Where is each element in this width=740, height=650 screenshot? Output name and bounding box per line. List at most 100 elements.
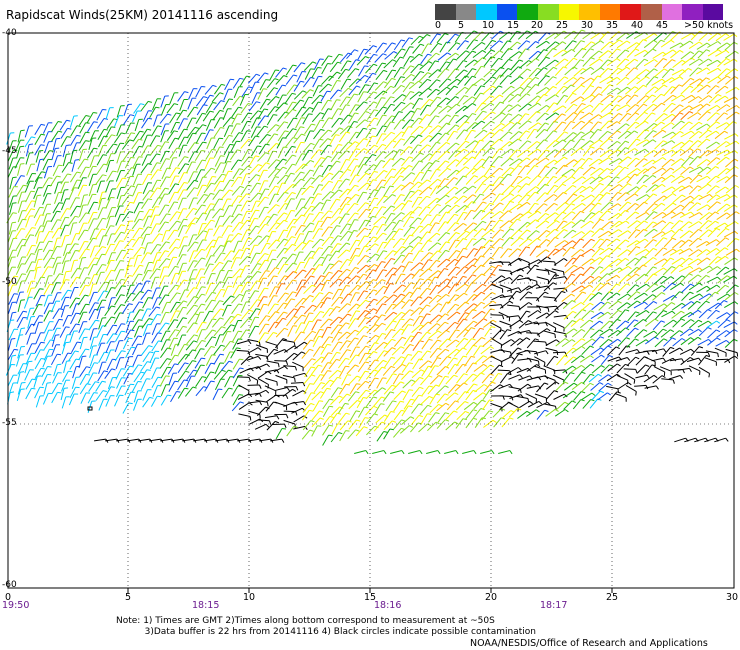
wind-barb: [329, 376, 338, 388]
wind-barb: [223, 144, 231, 156]
wind-barb: [179, 99, 185, 111]
wind-barb-flag: [563, 271, 565, 276]
wind-barb: [283, 173, 292, 184]
wind-barb: [69, 277, 77, 288]
wind-barb: [382, 96, 392, 107]
wind-barb-flag: [464, 95, 469, 98]
wind-barb-flag: [364, 245, 369, 248]
wind-barb: [186, 132, 194, 145]
wind-barb: [552, 374, 565, 381]
wind-barb: [546, 356, 555, 367]
wind-barb-flag: [266, 215, 271, 218]
wind-barb-flag: [563, 94, 568, 97]
wind-barb-flag: [447, 78, 452, 81]
wind-barb-flag: [319, 346, 325, 349]
wind-barb: [168, 192, 175, 204]
wind-barb: [375, 414, 385, 424]
wind-barb: [365, 135, 373, 147]
wind-barb: [357, 173, 367, 183]
wind-barb-flag: [300, 99, 305, 102]
wind-barb-flag: [373, 53, 378, 56]
wind-barb: [464, 356, 472, 367]
wind-barb-flag: [219, 92, 224, 95]
wind-barb-flag: [564, 131, 569, 134]
wind-barb: [78, 149, 84, 162]
wind-barb: [151, 377, 159, 389]
wind-barb: [313, 301, 322, 312]
wind-barb: [346, 49, 355, 60]
wind-barb-flag: [282, 84, 287, 87]
wind-barb: [231, 195, 239, 207]
wind-barb-flag: [445, 293, 450, 297]
wind-barb: [185, 360, 193, 371]
wind-barb: [481, 131, 491, 141]
wind-barb-flag: [571, 221, 576, 225]
wind-barb: [240, 184, 249, 196]
wind-barb: [572, 273, 581, 284]
wind-barb: [257, 332, 266, 343]
wind-barb: [499, 373, 508, 384]
wind-barb-flag: [121, 323, 126, 325]
wind-barb-flag: [327, 144, 332, 147]
wind-barb: [25, 215, 31, 228]
wind-barb: [275, 219, 285, 230]
wind-barb: [330, 151, 339, 163]
wind-barb: [490, 314, 503, 316]
wind-barb: [116, 105, 122, 118]
wind-barb-flag: [346, 303, 352, 306]
wind-barb: [446, 33, 456, 44]
wind-barb-flag: [482, 110, 487, 113]
wind-barb-flag: [363, 148, 368, 151]
wind-barb-flag: [526, 93, 531, 96]
wind-barb-flag: [47, 266, 52, 268]
wind-barb: [131, 381, 139, 393]
wind-barb: [427, 60, 436, 72]
wind-barb: [160, 366, 168, 378]
wind-barb: [241, 173, 247, 186]
wind-barb-flag: [184, 91, 189, 94]
wind-barb-flag: [437, 357, 442, 360]
wind-barb: [455, 115, 466, 124]
wind-barb: [124, 265, 129, 278]
wind-barb: [411, 196, 419, 208]
wind-barb: [366, 324, 376, 334]
wind-barb: [358, 417, 366, 429]
wind-barb: [88, 274, 95, 286]
wind-barb: [256, 72, 265, 83]
wind-barb: [491, 229, 501, 239]
wind-barb-flag: [491, 49, 496, 52]
wind-barb: [169, 301, 177, 313]
wind-barb: [426, 88, 437, 98]
wind-barb-flag: [183, 182, 189, 184]
wind-barb-flag: [338, 432, 343, 435]
wind-barb: [384, 303, 393, 315]
wind-barb-flag: [285, 394, 289, 400]
wind-barb: [582, 48, 591, 59]
wind-barb-flag: [480, 255, 485, 258]
wind-barb: [321, 271, 330, 283]
wind-barb: [563, 311, 574, 320]
wind-barb-flag: [526, 194, 531, 197]
wind-barb: [276, 182, 283, 195]
wind-barb-flag: [229, 179, 234, 182]
wind-barb-flag: [365, 299, 370, 303]
wind-barb-flag: [482, 49, 487, 54]
wind-barb: [339, 420, 349, 431]
wind-barb: [356, 397, 364, 409]
wind-barb: [284, 184, 294, 194]
wind-barb: [257, 296, 264, 308]
wind-barb: [428, 79, 438, 89]
wind-barb: [27, 316, 32, 329]
wind-barb-flag: [282, 166, 287, 170]
wind-barb-flag: [427, 321, 432, 325]
wind-barb: [197, 176, 204, 189]
wind-barb: [518, 246, 527, 257]
wind-barb: [482, 338, 493, 347]
wind-barb-flag: [302, 206, 307, 209]
wind-barb-flag: [76, 205, 81, 208]
wind-barb-flag: [553, 166, 558, 170]
wind-barb: [52, 202, 60, 214]
wind-barb-flag: [203, 230, 208, 233]
wind-barb: [285, 279, 294, 290]
wind-barb-flag: [311, 284, 316, 288]
